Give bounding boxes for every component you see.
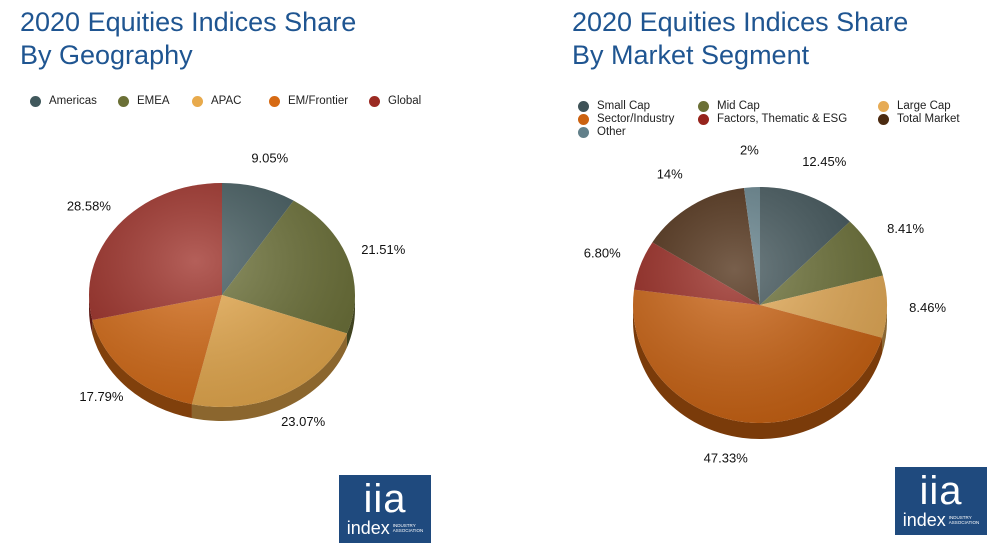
legend-swatch	[878, 100, 889, 112]
title-line: By Market Segment	[572, 40, 810, 70]
data-label: 12.45%	[802, 154, 847, 169]
legend-swatch	[192, 95, 203, 107]
legend-swatch	[878, 113, 889, 125]
pie-slice-side	[191, 333, 347, 421]
legend-label: APAC	[211, 95, 242, 107]
pie-highlight	[633, 187, 887, 423]
legend-label: Other	[597, 126, 626, 138]
legend-label: Sector/Industry	[597, 113, 675, 125]
legend-item: Small Cap	[578, 100, 650, 112]
pie-slice-side	[92, 319, 192, 419]
data-label: 14%	[657, 167, 683, 182]
legend-item: APAC	[192, 95, 241, 107]
legend-item: Americas	[30, 95, 97, 107]
title-line: 2020 Equities Indices Share	[572, 7, 909, 37]
data-label: 6.80%	[584, 245, 621, 260]
logo-sub: ASSOCIATION	[948, 520, 980, 525]
legend-swatch	[698, 100, 709, 112]
legend-item: EM/Frontier	[269, 95, 348, 107]
data-label: 47.33%	[704, 450, 749, 465]
title-line: 2020 Equities Indices Share	[20, 7, 357, 37]
legend-label: Large Cap	[897, 100, 951, 112]
logo-sub: INDUSTRY	[948, 515, 972, 520]
chart-title-segment: 2020 Equities Indices Share By Market Se…	[572, 6, 908, 72]
legend-swatch	[578, 100, 589, 112]
legend-item: Mid Cap	[698, 100, 760, 112]
logo-word: index	[902, 510, 946, 530]
logo-sub: INDUSTRY	[392, 523, 416, 528]
legend-label: EM/Frontier	[288, 95, 349, 107]
pie-slice-side	[89, 295, 93, 334]
pie-slice-side	[346, 295, 355, 348]
data-label: 28.58%	[67, 199, 112, 214]
data-label: 21.51%	[361, 242, 406, 257]
legend-swatch	[698, 113, 709, 125]
pie-slice-side	[881, 305, 887, 354]
legend-label: Small Cap	[597, 100, 651, 112]
data-label: 9.05%	[251, 150, 288, 165]
data-label: 2%	[740, 143, 759, 158]
title-line: By Geography	[20, 40, 193, 70]
data-label: 8.41%	[887, 221, 924, 236]
logo-text: iia	[919, 469, 963, 513]
legend-item: Total Market	[878, 113, 960, 125]
chart-title-geography: 2020 Equities Indices Share By Geography	[20, 6, 356, 72]
legend-item: Global	[369, 95, 421, 107]
data-label: 8.46%	[909, 300, 946, 315]
legend-label: Factors, Thematic & ESG	[717, 113, 848, 125]
legend-swatch	[578, 113, 589, 125]
logo-sub: ASSOCIATION	[392, 528, 424, 533]
data-label: 17.79%	[79, 389, 124, 404]
legend-item: Factors, Thematic & ESG	[698, 113, 847, 125]
legend-label: Global	[388, 95, 422, 107]
legend-item: EMEA	[118, 95, 170, 107]
legend-swatch	[269, 95, 280, 107]
legend-label: Americas	[49, 95, 97, 107]
legend-swatch	[118, 95, 129, 107]
iia-logo: iia index INDUSTRY ASSOCIATION	[339, 475, 431, 543]
legend-item: Other	[578, 126, 626, 138]
legend-label: EMEA	[137, 95, 170, 107]
legend-label: Mid Cap	[717, 100, 760, 112]
legend-swatch	[578, 126, 589, 138]
legend-item: Sector/Industry	[578, 113, 674, 125]
pie-highlight	[89, 183, 355, 407]
legend-item: Large Cap	[878, 100, 951, 112]
legend-swatch	[369, 95, 380, 107]
legend-swatch	[30, 95, 41, 107]
logo-text: iia	[363, 477, 407, 521]
iia-logo: iia index INDUSTRY ASSOCIATION	[895, 467, 987, 535]
data-label: 23.07%	[281, 414, 326, 429]
logo-word: index	[346, 518, 390, 538]
legend-label: Total Market	[897, 113, 960, 125]
